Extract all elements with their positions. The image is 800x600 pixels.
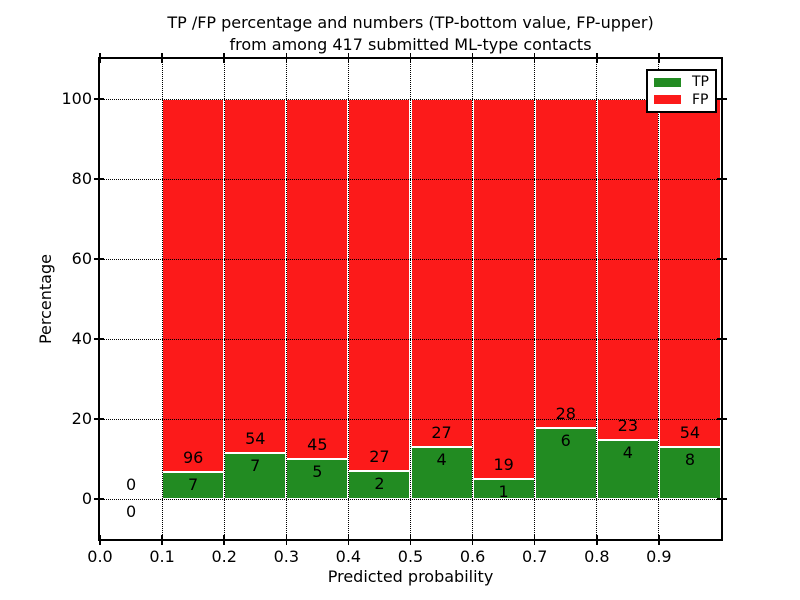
bar-segment-tp (224, 453, 287, 499)
bar-segment-fp (658, 99, 721, 448)
bar-label-tp: 1 (498, 482, 509, 501)
legend-swatch-fp (654, 95, 681, 105)
y-tick-mark-right (717, 258, 727, 260)
legend: TP FP (646, 69, 717, 113)
legend-row: FP (654, 92, 709, 108)
legend-label-fp: FP (692, 91, 709, 108)
bar-label-tp: 5 (312, 462, 323, 481)
x-tick-mark-bottom (533, 535, 536, 545)
bar-label-tp: 2 (374, 474, 385, 494)
chart-title-line2: from among 417 submitted ML-type contact… (229, 35, 592, 54)
x-tick-label: 0.1 (149, 547, 175, 566)
y-tick-mark-left (94, 338, 104, 340)
bar-label-fp: 45 (307, 435, 328, 454)
bar-segment-tp (162, 471, 225, 499)
gridline-vertical (410, 59, 411, 539)
legend-swatch-tp (654, 77, 681, 87)
x-tick-label: 0.0 (87, 547, 113, 566)
y-tick-mark-right (717, 338, 727, 340)
bar-segment-fp (286, 99, 349, 459)
y-tick-mark-left (94, 98, 104, 100)
bar-label-fp: 19 (493, 455, 514, 474)
bar-segment-fp (410, 99, 473, 448)
bar-label-tp: 8 (684, 450, 696, 470)
bar-segment-fp (534, 99, 597, 429)
gridline-vertical (658, 59, 660, 539)
y-tick-label: 0 (81, 489, 92, 508)
y-tick-mark-right (717, 418, 727, 420)
bar-label-fp: 96 (182, 447, 204, 467)
chart-title-line1: TP /FP percentage and numbers (TP-bottom… (167, 13, 654, 32)
x-tick-mark-bottom (347, 535, 350, 545)
y-tick-mark-left (94, 498, 104, 500)
x-tick-label: 0.5 (397, 547, 424, 566)
x-tick-label: 0.8 (584, 547, 610, 566)
gridline-vertical (472, 59, 474, 539)
legend-label-tp: TP (692, 74, 709, 91)
bar-segment-fp (162, 99, 225, 472)
legend-row: TP (654, 74, 709, 90)
gridline-vertical (596, 59, 598, 539)
x-axis-label: Predicted probability (327, 567, 494, 586)
y-tick-mark-right (717, 498, 727, 500)
y-tick-mark-right (717, 98, 727, 100)
x-tick-mark-bottom (409, 535, 412, 545)
bar-label-tp: 4 (622, 442, 633, 462)
bar-segment-tp (658, 447, 721, 499)
bar-label-tp: 4 (436, 450, 447, 470)
x-tick-mark-bottom (285, 535, 288, 545)
bar-segment-fp (472, 99, 535, 479)
x-tick-mark-bottom (223, 535, 225, 545)
bar-segment-tp (348, 471, 411, 499)
bar-segment-fp (224, 99, 287, 454)
bar-segment-tp (534, 428, 597, 499)
x-tick-mark-bottom (596, 535, 598, 545)
chart-title: TP /FP percentage and numbers (TP-bottom… (100, 12, 721, 56)
bar-segment-tp (596, 439, 659, 499)
y-tick-label: 100 (61, 89, 92, 108)
x-tick-label: 0.3 (273, 547, 300, 566)
y-tick-mark-left (94, 258, 104, 260)
x-tick-label: 0.2 (211, 547, 237, 566)
x-tick-mark-bottom (658, 535, 660, 545)
bar-label-tp: 7 (188, 474, 199, 494)
bar-label-fp: 54 (245, 429, 266, 449)
y-tick-mark-left (94, 418, 104, 420)
bar-label-tp: 6 (560, 431, 571, 451)
y-tick-label: 80 (71, 169, 92, 188)
bar-label-fp: 23 (617, 415, 639, 435)
bar-label-tp: 0 (125, 502, 137, 521)
y-tick-label: 20 (71, 409, 92, 428)
bar-label-tp: 7 (250, 456, 261, 476)
gridline-vertical (285, 59, 287, 539)
bar-label-fp: 27 (369, 447, 390, 467)
bar-segment-fp (348, 99, 411, 472)
gridline-vertical (161, 59, 163, 539)
y-tick-label: 40 (71, 329, 92, 348)
gridline-vertical (347, 59, 349, 539)
x-tick-label: 0.4 (335, 547, 362, 566)
bar-label-fp: 28 (555, 404, 576, 424)
bar-segment-tp (410, 447, 473, 499)
bar-label-fp: 54 (679, 423, 701, 443)
x-tick-label: 0.9 (646, 547, 672, 566)
x-tick-label: 0.7 (521, 547, 548, 566)
bar-label-fp: 27 (431, 423, 452, 443)
y-tick-label: 60 (71, 249, 92, 268)
gridline-vertical (223, 59, 225, 539)
y-tick-mark-left (94, 178, 104, 180)
gridline-vertical (534, 59, 536, 539)
y-tick-mark-right (717, 178, 727, 180)
bar-segment-fp (596, 99, 659, 440)
x-tick-mark-bottom (471, 535, 474, 545)
bar-label-fp: 0 (125, 475, 137, 494)
x-tick-label: 0.6 (459, 547, 486, 566)
x-tick-mark-bottom (161, 535, 163, 545)
x-tick-mark-bottom (99, 535, 101, 545)
